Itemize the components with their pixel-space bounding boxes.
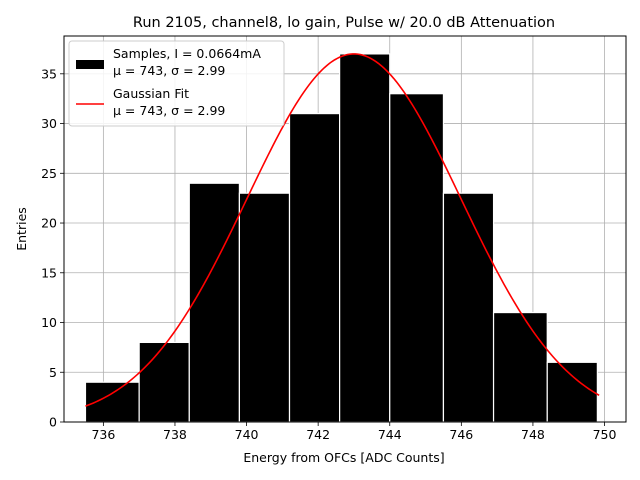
y-tick-label: 35 [41,66,57,81]
x-tick-label: 736 [91,427,115,442]
x-axis-ticks: 736 738 740 742 744 746 748 750 [91,422,616,442]
histogram-bar [492,311,548,423]
y-tick-label: 10 [41,315,57,330]
histogram-bar [546,361,598,423]
histogram-bar [188,182,241,423]
gaussian-fit-curve [85,53,600,407]
y-tick-label: 0 [49,415,57,430]
histogram-bar [138,341,190,423]
y-tick-label: 30 [41,116,57,131]
x-tick-label: 748 [521,427,545,442]
legend-label: Gaussian Fit [113,86,189,101]
histogram-bar [442,192,495,423]
legend-label: Samples, I = 0.0664mA [113,46,261,61]
legend-params: μ = 743, σ = 2.99 [113,103,225,118]
legend-params: μ = 743, σ = 2.99 [113,63,225,78]
x-tick-label: 740 [235,427,259,442]
histogram-bar [238,192,291,423]
y-tick-label: 15 [41,265,57,280]
x-axis-label: Energy from OFCs [ADC Counts] [243,450,444,465]
histogram-bar [339,53,391,423]
histogram-bar [389,93,445,423]
plot-frame [63,35,627,423]
y-tick-label: 20 [41,216,57,231]
y-tick-label: 25 [41,166,57,181]
x-tick-label: 744 [378,427,402,442]
y-axis-ticks: 0 5 10 15 20 25 30 35 [41,66,64,430]
x-tick-label: 742 [306,427,330,442]
histogram-bar [288,112,341,423]
legend-box [68,40,285,127]
x-tick-label: 746 [449,427,473,442]
legend: Samples, I = 0.0664mA μ = 743, σ = 2.99 Ga… [68,40,285,127]
x-tick-label: 750 [593,427,617,442]
legend-swatch-samples [76,60,104,69]
y-tick-label: 5 [49,365,57,380]
histogram-bars [84,53,598,423]
chart-title: Run 2105, channel8, lo gain, Pulse w/ 20… [133,15,555,31]
y-axis-label: Entries [14,207,29,251]
x-tick-label: 738 [163,427,187,442]
fit-curve-group [85,53,600,407]
